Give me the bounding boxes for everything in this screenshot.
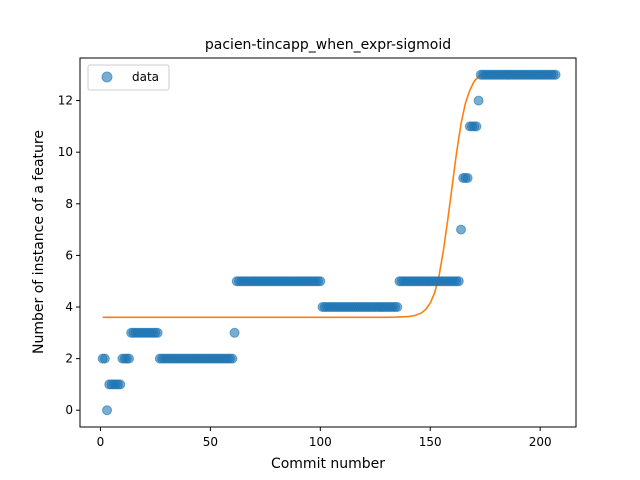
legend-box [87,64,170,91]
data-point [471,121,482,132]
y-tick-label: 0 [65,403,73,417]
data-point [473,95,484,106]
y-tick-label: 12 [58,94,73,108]
legend-marker-data [101,71,113,83]
y-tick-label: 6 [65,248,73,262]
data-point [453,276,464,287]
x-tick-label: 0 [97,435,105,449]
points-layer [97,69,561,416]
y-tick-label: 10 [58,145,73,159]
data-point [315,276,326,287]
data-point [115,379,126,390]
data-point [102,405,113,416]
x-tick-label: 150 [419,435,442,449]
legend-label-data: data [132,70,159,84]
plot-frame [79,57,577,428]
y-tick-label: 8 [65,197,73,211]
y-tick-label: 2 [65,352,73,366]
data-point [392,302,403,313]
y-axis-label: Number of instance of a feature [31,130,47,354]
y-axis-ticks: 0 2 4 6 8 10 12 [58,94,80,417]
data-point [550,69,561,80]
data-point [124,353,135,364]
data-point [227,353,238,364]
legend: data [87,64,170,91]
x-axis-label: Commit number [271,456,385,472]
data-point [99,353,110,364]
data-point [456,224,467,235]
data-point [152,327,163,338]
chart-title: pacien-tincapp_when_expr-sigmoid [205,37,451,53]
x-tick-label: 100 [309,435,332,449]
y-tick-label: 4 [65,300,73,314]
x-axis-ticks: 0 50 100 150 200 [97,427,552,449]
data-point [462,172,473,183]
data-point [229,327,240,338]
x-tick-label: 50 [203,435,218,449]
x-tick-label: 200 [529,435,552,449]
